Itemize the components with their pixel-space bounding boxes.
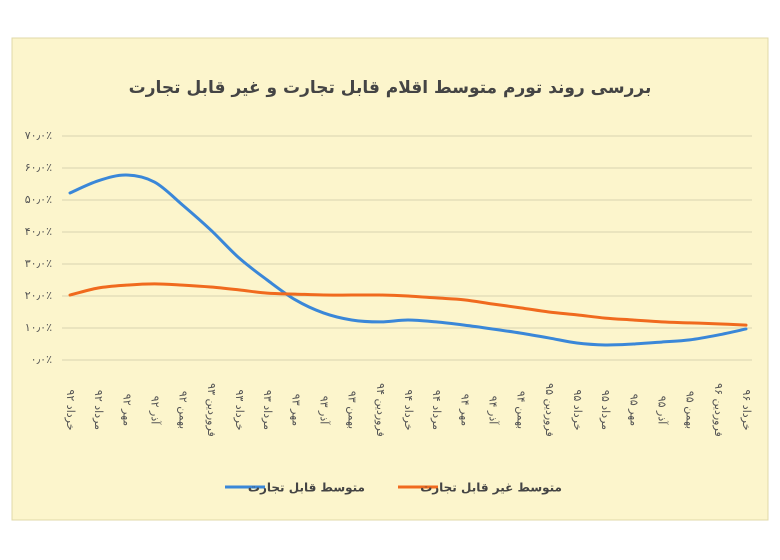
y-tick-label: ۶۰٫۰٪ (25, 161, 52, 174)
chart-title: بررسی روند تورم متوسط اقلام قابل تجارت و… (129, 78, 652, 98)
x-tick-label: مرداد ۹۵ (599, 390, 612, 430)
x-tick-label: مهر ۹۴ (458, 394, 471, 426)
x-tick-label: بهمن ۹۴ (515, 391, 528, 429)
legend-label: متوسط غیر قابل تجارت (420, 481, 562, 496)
x-tick-label: آذر ۹۲ (149, 396, 163, 426)
x-tick-label: خرداد ۹۳ (233, 389, 246, 430)
x-tick-label: بهمن ۹۵ (684, 391, 697, 429)
x-tick-label: آذر ۹۵ (656, 396, 670, 426)
x-tick-label: بهمن ۹۲ (177, 391, 190, 429)
y-tick-label: ۲۰٫۰٪ (25, 289, 52, 302)
x-tick-label: فروردین ۹۴ (374, 383, 387, 437)
legend-label: متوسط قابل تجارت (248, 481, 365, 496)
x-tick-label: بهمن ۹۳ (346, 391, 359, 429)
x-tick-label: آذر ۹۴ (487, 396, 501, 426)
x-tick-label: آذر ۹۳ (318, 396, 332, 426)
y-tick-label: ۵۰٫۰٪ (25, 193, 52, 206)
x-tick-label: فروردین ۹۵ (543, 383, 556, 437)
x-tick-label: مهر ۹۳ (289, 394, 302, 426)
chart-panel (11, 37, 769, 521)
x-tick-label: فروردین ۹۶ (712, 383, 725, 437)
x-tick-label: خرداد ۹۵ (571, 389, 584, 430)
x-tick-label: خرداد ۹۶ (740, 389, 753, 430)
y-tick-label: ۴۰٫۰٪ (25, 225, 52, 238)
data-line (68, 173, 748, 347)
x-tick-label: مهر ۹۵ (627, 394, 640, 426)
x-tick-label: خرداد ۹۴ (402, 389, 415, 430)
x-tick-label: مرداد ۹۳ (261, 390, 274, 430)
x-tick-label: خرداد ۹۲ (64, 389, 77, 430)
y-tick-label: ۳۰٫۰٪ (25, 257, 52, 270)
y-tick-label: ۱۰٫۰٪ (25, 321, 52, 334)
y-tick-label: ۷۰٫۰٪ (25, 129, 52, 142)
y-tick-label: ۰٫۰٪ (31, 353, 52, 366)
x-tick-label: مهر ۹۲ (120, 394, 133, 426)
x-tick-label: مرداد ۹۴ (430, 390, 443, 430)
x-tick-label: مرداد ۹۲ (92, 390, 105, 430)
data-line (68, 282, 748, 327)
x-tick-label: فروردین ۹۳ (205, 383, 218, 437)
